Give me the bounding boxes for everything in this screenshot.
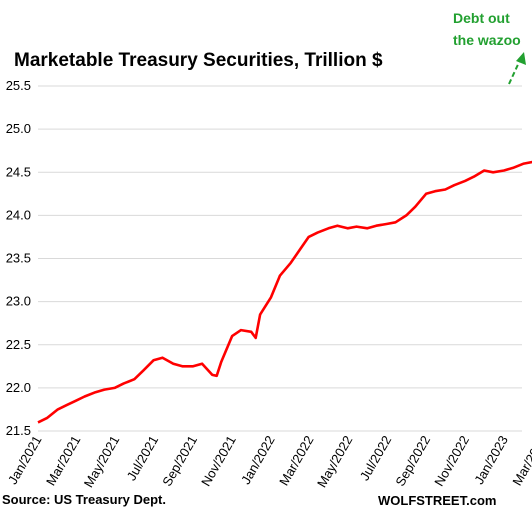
annotation-line-1: Debt out bbox=[453, 10, 510, 26]
annotation-arrow-head bbox=[516, 52, 526, 65]
x-tick-label: Sep/2022 bbox=[392, 433, 433, 489]
x-tick-label: Mar/2023 bbox=[509, 433, 532, 488]
y-tick-label: 22.5 bbox=[6, 337, 31, 352]
x-tick-label: Mar/2021 bbox=[43, 433, 83, 488]
x-tick-label: Jan/2023 bbox=[471, 433, 511, 487]
x-tick-label: May/2021 bbox=[81, 433, 123, 490]
x-tick-label: Jul/2021 bbox=[124, 433, 162, 483]
annotation-line-2: the wazoo bbox=[453, 32, 521, 48]
y-tick-label: 25.0 bbox=[6, 121, 31, 136]
y-tick-label: 23.5 bbox=[6, 251, 31, 266]
chart-title: Marketable Treasury Securities, Trillion… bbox=[14, 50, 383, 71]
x-tick-label: Sep/2021 bbox=[159, 433, 200, 489]
annotation-arrow-shaft bbox=[508, 57, 522, 85]
series-line bbox=[37, 160, 532, 424]
x-tick-label: Jan/2022 bbox=[238, 433, 278, 487]
y-tick-label: 21.5 bbox=[6, 423, 31, 438]
y-tick-label: 22.0 bbox=[6, 380, 31, 395]
x-tick-label: Nov/2022 bbox=[431, 433, 472, 489]
gridlines bbox=[38, 85, 522, 432]
x-tick-label: May/2022 bbox=[314, 433, 356, 490]
y-axis-tick-labels: 21.5 22.0 22.5 23.0 23.5 24.0 24.5 25.0 25.5 bbox=[6, 78, 31, 438]
source-note: Source: US Treasury Dept. bbox=[2, 492, 166, 507]
brand-label: WOLFSTREET.com bbox=[378, 493, 496, 508]
x-tick-label: Jan/2021 bbox=[5, 433, 45, 487]
x-tick-label: Mar/2022 bbox=[276, 433, 316, 488]
y-tick-label: 24.0 bbox=[6, 207, 31, 222]
annotation: Debt out the wazoo bbox=[453, 10, 526, 85]
x-tick-label: Nov/2021 bbox=[198, 433, 239, 489]
y-tick-label: 24.5 bbox=[6, 164, 31, 179]
y-tick-label: 25.5 bbox=[6, 78, 31, 93]
x-tick-label: Jul/2022 bbox=[357, 433, 395, 483]
y-tick-label: 23.0 bbox=[6, 294, 31, 309]
